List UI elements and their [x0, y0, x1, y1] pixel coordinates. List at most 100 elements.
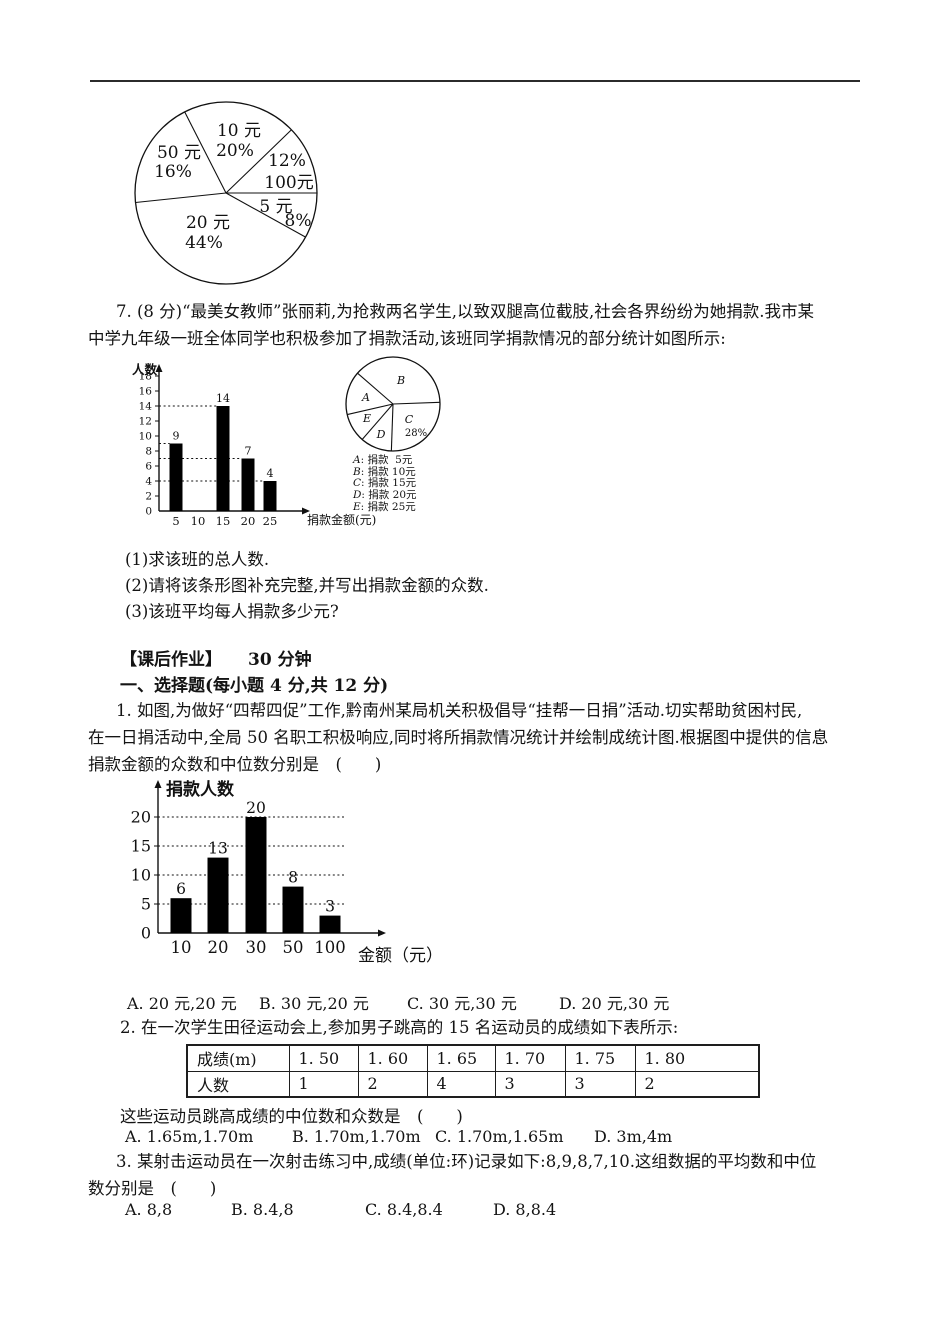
y-tick-label: 0: [141, 924, 151, 943]
x-category-label: 50: [283, 938, 304, 957]
option: D. 8,8.4: [493, 1200, 557, 1219]
option: D. 3m,4m: [594, 1127, 673, 1146]
homework-header: 【课后作业】 30 分钟: [120, 645, 312, 670]
legend-text: : 捐款 10元: [360, 465, 416, 478]
option: C. 1.70m,1.65m: [435, 1127, 564, 1146]
option: A. 20 元,20 元: [127, 994, 237, 1013]
bar: [241, 458, 255, 511]
y-axis-title: 捐款人数: [166, 779, 235, 800]
x-category-label: 15: [216, 514, 231, 528]
y-tick-label: 10: [139, 431, 152, 443]
pie-slice-label: 20 元: [186, 213, 230, 233]
option: A. 1.65m,1.70m: [125, 1127, 254, 1146]
pie-slice-label: A: [361, 391, 370, 404]
subquestion-line: (3)该班平均每人捐款多少元?: [125, 602, 339, 621]
section-header: 一、选择题(每小题 4 分,共 12 分): [120, 676, 389, 696]
question2-intro: 2. 在一次学生田径运动会上,参加男子跳高的 15 名运动员的成绩如下表所示:: [120, 1018, 679, 1037]
option: C. 8.4,8.4: [365, 1200, 443, 1219]
bar-value-label: 13: [208, 840, 228, 858]
pie-slice-label: D: [376, 428, 386, 441]
legend-letter: C: [353, 477, 362, 490]
y-tick-label: 20: [131, 808, 151, 827]
x-axis-title: 捐款金额(元): [307, 512, 376, 527]
pie-slice-label: 12%: [268, 151, 306, 171]
text-line: 中学九年级一班全体同学也积极参加了捐款活动,该班同学捐款情况的部分统计如图所示:: [88, 329, 726, 348]
x-axis-title: 金额（元）: [358, 946, 443, 966]
legend-text: : 捐款 15元: [361, 477, 417, 490]
option: A. 8,8: [125, 1200, 173, 1219]
table-cell: 1. 70: [494, 1044, 566, 1072]
pie-slice-line: [390, 403, 394, 451]
x-category-label: 10: [171, 938, 192, 957]
bar-value-label: 4: [267, 467, 274, 480]
pie-legend-item: B: 捐款 10元: [353, 465, 417, 479]
y-tick-label: 15: [131, 837, 151, 856]
text-line: 1. 如图,为做好“四帮四促”工作,黔南州某局机关积极倡导“挂帮一日捐”活动.切…: [116, 701, 803, 720]
legend-letter: B: [353, 465, 361, 478]
y-tick-label: 5: [141, 895, 151, 914]
pie-slice-line: [225, 129, 292, 194]
jump-results-table: 成绩(m) 1. 50 1. 60 1. 65 1. 70 1. 75 1. 80 人数 1 2 4…: [186, 1044, 760, 1098]
table-cell: 1. 60: [357, 1044, 428, 1072]
problem7-text: 7. (8 分)“最美女教师”张丽莉,为抢救两名学生,以致双腿高位截肢,社会各界…: [88, 298, 888, 352]
table-cell: 成绩(m): [186, 1044, 290, 1072]
option: B. 1.70m,1.70m: [292, 1127, 421, 1146]
x-axis-arrow: [378, 929, 386, 937]
table-cell: 1. 75: [564, 1044, 636, 1072]
y-tick-label: 0: [145, 506, 152, 518]
x-category-label: 25: [263, 514, 278, 528]
table-cell: 1. 50: [288, 1044, 359, 1072]
homework-duration: 30 分钟: [248, 650, 312, 670]
y-tick-label: 6: [145, 461, 152, 473]
y-axis-arrow: [155, 364, 163, 372]
pie-slice-line: [347, 403, 394, 416]
x-category-label: 20: [241, 514, 256, 528]
legend-text: : 捐款 20元: [361, 489, 417, 502]
bar: [263, 481, 277, 511]
y-axis-title: 人数: [132, 362, 158, 377]
table-cell: 1: [288, 1070, 359, 1098]
y-axis-arrow: [154, 780, 162, 788]
bar-value-label: 14: [216, 392, 230, 405]
table-cell: 4: [426, 1070, 496, 1098]
table-cell: 2: [357, 1070, 428, 1098]
homework-title: 【课后作业】: [120, 650, 222, 670]
subquestion-line: (2)请将该条形图补充完整,并写出捐款金额的众数.: [125, 576, 489, 595]
x-axis-arrow: [302, 507, 310, 515]
pie-slice-line: [225, 192, 306, 238]
pie-legend-item: D: 捐款 20元: [353, 489, 417, 502]
table-cell: 1. 65: [426, 1044, 496, 1072]
subquestion-line: (1)求该班的总人数.: [125, 550, 270, 569]
y-tick-label: 4: [145, 476, 152, 488]
top-divider: [90, 80, 860, 82]
legend-letter: A: [353, 454, 361, 466]
pie-slice-label: B: [396, 374, 405, 387]
problem7-subquestions: (1)求该班的总人数. (2)请将该条形图补充完整,并写出捐款金额的众数. (3)该…: [125, 547, 489, 625]
bar-value-label: 3: [325, 898, 335, 916]
table-row: 人数 1 2 4 3 3 2: [186, 1070, 760, 1098]
y-tick-label: 8: [145, 446, 152, 458]
pie-slice-label: 28%: [405, 428, 427, 439]
y-tick-label: 16: [139, 386, 153, 398]
pie-legend-item: E: 捐款 25元: [353, 500, 417, 514]
y-tick-label: 10: [131, 866, 151, 885]
bar-value-label: 8: [288, 869, 298, 887]
x-category-label: 20: [208, 938, 229, 957]
legend-letter: E: [353, 500, 361, 513]
x-category-label: 30: [246, 938, 267, 957]
pie-slice-line: [135, 192, 227, 204]
legend-letter: D: [353, 489, 362, 502]
pie-slice-line: [392, 401, 440, 405]
question1-options: A. 20 元,20 元 B. 30 元,20 元 C. 30 元,30 元 D. 2…: [127, 995, 669, 1013]
pie-legend-item: A: 捐款 5元: [353, 454, 417, 467]
pie-slice-line: [357, 372, 394, 405]
x-category-label: 100: [314, 938, 346, 957]
pie-slice-label: 20%: [216, 141, 254, 161]
pie-slice-label: 100元: [264, 173, 313, 193]
pie-legend: A: 捐款 5元 B: 捐款 10元 C: 捐款 15元 D: 捐款 20元 E: 捐款…: [353, 454, 417, 514]
bar-value-label: 9: [173, 430, 180, 443]
bar-value-label: 20: [246, 799, 266, 817]
